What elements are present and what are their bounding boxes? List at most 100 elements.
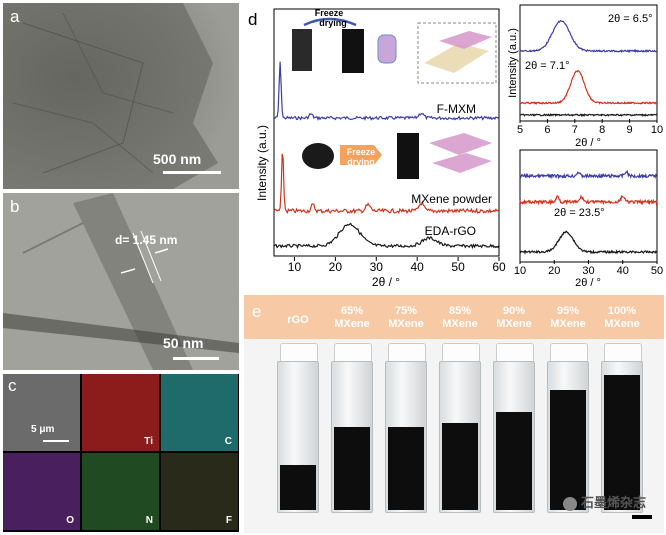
aerogel-fill bbox=[388, 427, 424, 510]
x-axis-label: 2θ / ° bbox=[575, 137, 601, 148]
trace-f-mxm bbox=[519, 19, 658, 54]
vial-body bbox=[439, 361, 481, 513]
eds-label-f: F bbox=[225, 515, 232, 526]
trace-eda-rgo bbox=[273, 222, 500, 250]
trace-mxene-powder bbox=[519, 70, 658, 105]
label-line-2: MXene bbox=[442, 318, 478, 330]
concentration-label: rGO bbox=[272, 314, 324, 327]
plot-frame bbox=[519, 4, 658, 122]
vial bbox=[601, 343, 643, 513]
eds-label-n: N bbox=[145, 515, 153, 526]
vial bbox=[547, 343, 589, 513]
peak-label-1: 2θ = 6.5° bbox=[608, 13, 652, 25]
x-tick-label: 8 bbox=[599, 124, 605, 136]
vial-cap bbox=[496, 343, 534, 363]
peak-label-2: 2θ = 7.1° bbox=[525, 60, 569, 72]
vial-cap bbox=[280, 343, 318, 363]
eds-map-ti: Ti bbox=[82, 374, 159, 451]
x-tick-label: 10 bbox=[288, 260, 302, 274]
freeze-label-mid: Freeze bbox=[347, 147, 376, 157]
label-line-2: MXene bbox=[550, 318, 586, 330]
label-line-1: 65% bbox=[340, 305, 364, 317]
concentration-label: 100% MXene bbox=[596, 305, 648, 331]
aerogel-fill bbox=[442, 423, 478, 510]
scale-text: 500 nm bbox=[153, 151, 202, 167]
x-tick-label: 50 bbox=[451, 260, 465, 274]
watermark-text: 石墨烯杂志 bbox=[580, 495, 646, 510]
freeze-arrow-top bbox=[303, 17, 357, 27]
xrd-inset-top-plot: Intensity (a.u.) 5 6 7 8 9 10 2θ / ° 2θ = 6.5… bbox=[507, 4, 663, 149]
freeze-arrow-mid bbox=[340, 145, 382, 165]
scale-text: 50 nm bbox=[163, 335, 204, 351]
x-tick-label: 7 bbox=[572, 124, 578, 136]
x-tick-label: 10 bbox=[514, 265, 526, 277]
d-spacing-label: d= 1.45 nm bbox=[115, 233, 178, 247]
vial-cap bbox=[388, 343, 426, 363]
vial bbox=[331, 343, 373, 513]
x-tick-label: 50 bbox=[651, 265, 663, 277]
scale-bar bbox=[43, 440, 69, 442]
panel-d-inset-bottom: 10 20 30 40 50 2θ / ° 2θ = 23.5° bbox=[506, 146, 663, 289]
eds-map-c: C bbox=[161, 374, 238, 451]
trace-mxene-powder bbox=[273, 153, 500, 215]
drying-label-top: drying bbox=[319, 18, 347, 28]
vial-cap bbox=[604, 343, 642, 363]
panel-d-inset-top: Intensity (a.u.) 5 6 7 8 9 10 2θ / ° 2θ = 6.5… bbox=[506, 3, 663, 149]
panel-c-label: c bbox=[8, 376, 17, 395]
x-tick-label: 6 bbox=[544, 124, 550, 136]
concentration-header bbox=[244, 295, 664, 339]
label-line-1: 95% bbox=[556, 305, 580, 317]
x-tick-label: 30 bbox=[370, 260, 384, 274]
panel-a-label: a bbox=[10, 7, 20, 26]
scale-bar bbox=[163, 171, 221, 174]
eds-label-ti: Ti bbox=[144, 436, 153, 447]
scale-text: 5 μm bbox=[31, 424, 55, 435]
aerogel-fill bbox=[280, 465, 316, 510]
eds-label-c: C bbox=[224, 436, 232, 447]
vial-cap bbox=[550, 343, 588, 363]
vial-cap bbox=[442, 343, 480, 363]
vial-body bbox=[601, 361, 643, 513]
panel-c-eds-maps: c 5 μm Ti C O N F bbox=[3, 374, 239, 532]
x-tick-labels: 5 6 7 8 9 10 bbox=[517, 119, 663, 136]
aerogel-fill bbox=[604, 375, 640, 510]
eds-map-o: O bbox=[3, 453, 80, 530]
tem-texture bbox=[3, 3, 239, 189]
drying-label-mid: drying bbox=[347, 157, 375, 167]
mxene-powder-image bbox=[302, 143, 334, 169]
x-tick-labels: 10 20 30 40 50 60 bbox=[288, 257, 506, 274]
x-tick-label: 40 bbox=[617, 265, 629, 277]
plot-frame bbox=[519, 149, 658, 263]
label-line-1: 85% bbox=[448, 305, 472, 317]
plot-frame bbox=[273, 8, 500, 257]
eds-map-f: F bbox=[161, 453, 238, 530]
vial bbox=[277, 343, 319, 513]
scale-bar bbox=[173, 357, 219, 360]
vial-body bbox=[493, 361, 535, 513]
concentration-label: 95% MXene bbox=[542, 305, 594, 331]
x-tick-labels: 10 20 30 40 50 bbox=[514, 260, 663, 277]
trace-f-mxm bbox=[273, 61, 500, 121]
trace-eda-rgo bbox=[519, 230, 658, 256]
vial-body bbox=[547, 361, 589, 513]
mxene-sheets-2 bbox=[432, 153, 492, 173]
panel-d-xrd: d Intensity (a.u.) 10 20 30 40 50 60 2θ / ° F… bbox=[244, 3, 506, 289]
peak-label: 2θ = 23.5° bbox=[554, 207, 605, 219]
trace-mxene-powder bbox=[519, 194, 658, 206]
vial-body bbox=[385, 361, 427, 513]
x-tick-label: 60 bbox=[492, 260, 506, 274]
x-tick-label: 20 bbox=[548, 265, 560, 277]
vial bbox=[385, 343, 427, 513]
vial-body bbox=[277, 361, 319, 513]
panel-a-tem-image: a 500 nm bbox=[3, 3, 239, 189]
panel-d-label: d bbox=[248, 10, 257, 29]
xrd-inset-bottom-plot: 10 20 30 40 50 2θ / ° 2θ = 23.5° bbox=[514, 149, 663, 289]
eds-map-n: N bbox=[82, 453, 159, 530]
label-line-1: 90% bbox=[502, 305, 526, 317]
trace-eda-rgo bbox=[519, 112, 658, 117]
aerogel-image-2 bbox=[342, 29, 364, 73]
xrd-main-plot: d Intensity (a.u.) 10 20 30 40 50 60 2θ / ° F… bbox=[248, 8, 506, 289]
vial-cap bbox=[334, 343, 372, 363]
concentration-label: 65% MXene bbox=[326, 305, 378, 331]
schematic-sheets-2 bbox=[439, 31, 492, 49]
